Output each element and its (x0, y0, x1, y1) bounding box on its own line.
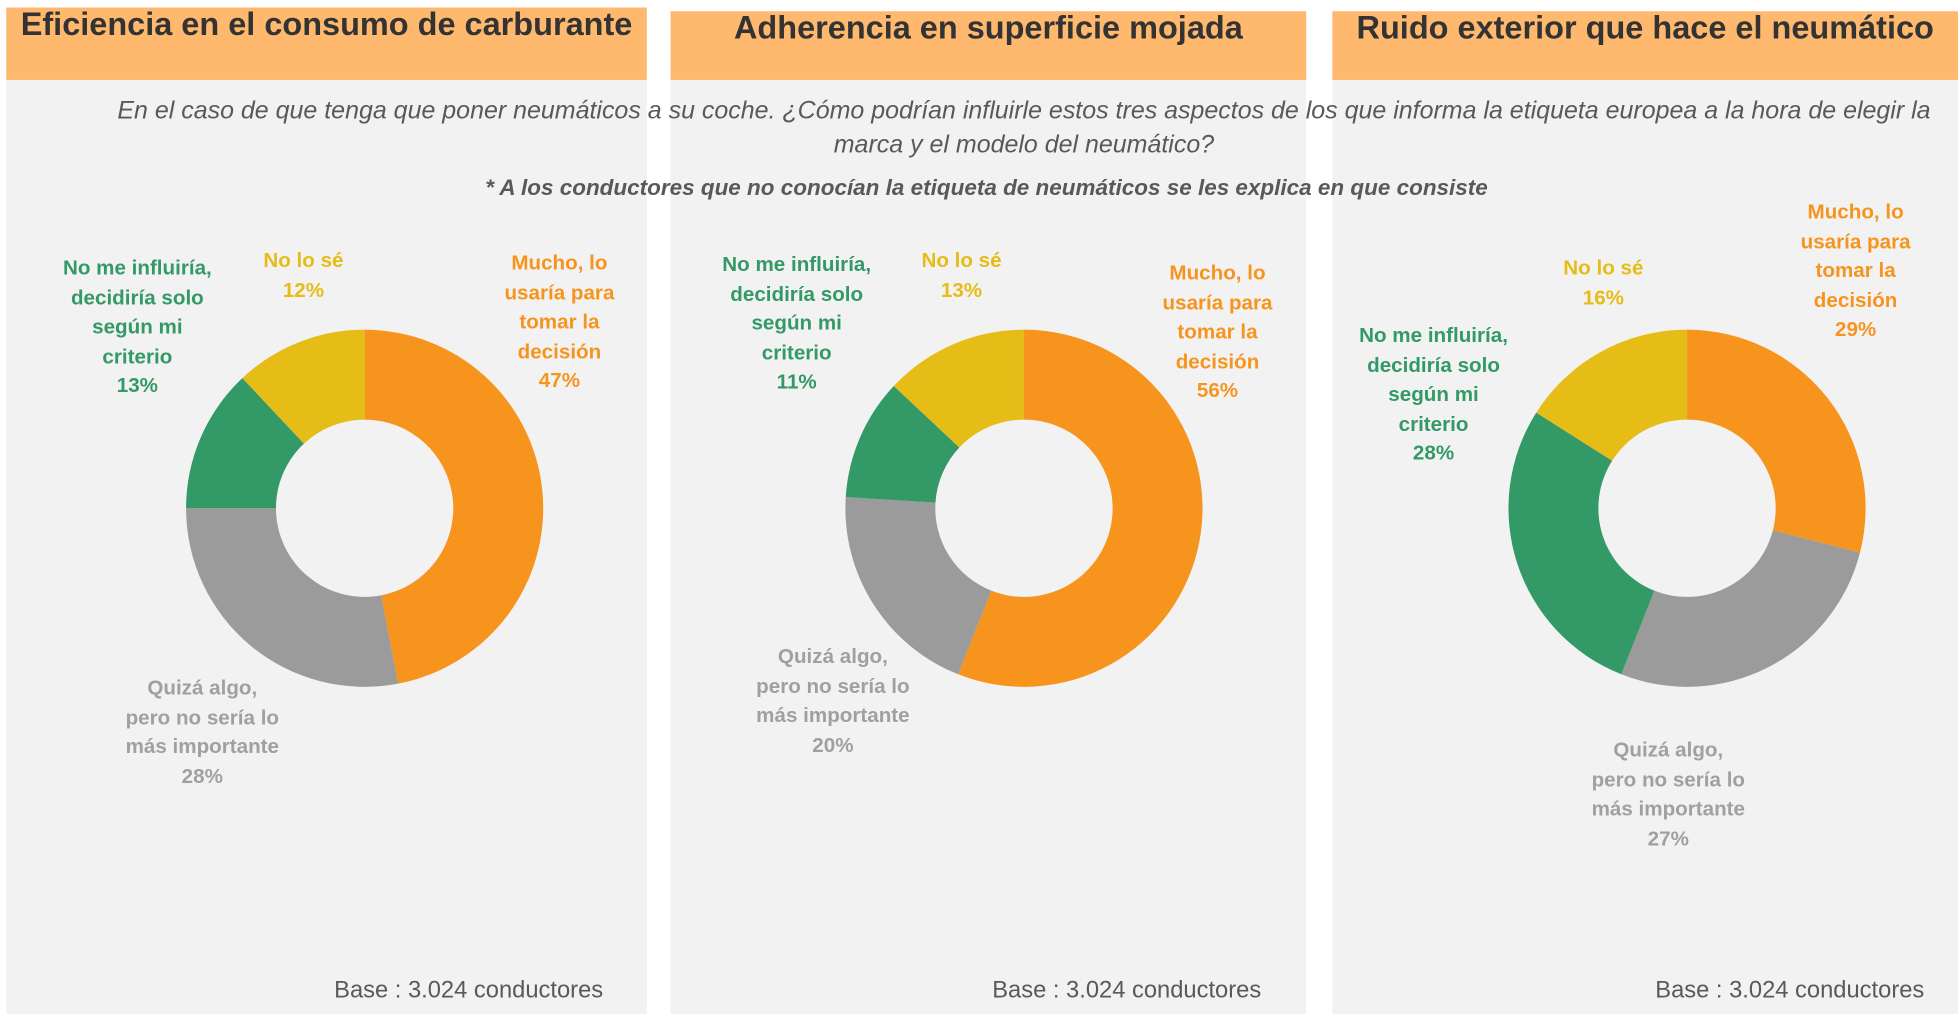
note-box: * A los conductores que no conocían la e… (485, 174, 1488, 200)
data-label-box: Quizá algo, pero no sería lo más importa… (125, 674, 280, 791)
title-box: Ruido exterior que hace el neumático (1356, 8, 1934, 47)
data-label-box: No me influiría, decidiría solo según mi… (60, 255, 215, 402)
donut-slice (845, 386, 960, 503)
value-label: 12% (282, 279, 325, 302)
footer: Base : 3.024 conductores (1655, 978, 1924, 1004)
chart-title: Ruido exterior que hace el neumático (1356, 8, 1934, 47)
data-label-box: Quizá algo, pero no sería lo más importa… (755, 643, 910, 760)
value-label: 13% (116, 374, 158, 398)
question-box: En el caso de que tenga que poner neumát… (117, 97, 1931, 159)
data-label-box: No lo sé 12% (226, 247, 381, 306)
footer: Base : 3.024 conductores (334, 978, 603, 1004)
value-label: 11% (776, 370, 817, 394)
data-label: Mucho, lo usaría para tomar la decisión 2… (1778, 199, 1933, 346)
data-label-box: Mucho, lo usaría para tomar la decisión 5… (1140, 260, 1295, 407)
category-label: No lo sé (1563, 257, 1644, 280)
data-label: Mucho, lo usaría para tomar la decisión 4… (482, 250, 637, 397)
title-box: Adherencia en superficie mojada (733, 8, 1243, 47)
value-label: 29% (1834, 318, 1877, 341)
donut-slice (186, 378, 304, 509)
donut-slice (845, 497, 992, 675)
value-label: 28% (181, 764, 223, 788)
category-label: No me influiría, decidiría solo según mi… (62, 257, 212, 368)
data-label: No me influiría, decidiría solo según mi… (60, 255, 215, 402)
data-label: Quizá algo, pero no sería lo más importa… (125, 674, 280, 791)
category-label: No me influiría, decidiría solo según mi… (722, 253, 872, 365)
value-label: 13% (940, 279, 983, 302)
data-label: Mucho, lo usaría para tomar la decisión 5… (1140, 260, 1295, 407)
data-label-box: Quizá algo, pero no sería lo más importa… (1591, 737, 1746, 854)
value-label: 27% (1647, 827, 1689, 850)
data-label: No me influiría, decidiría solo según mi… (719, 251, 874, 398)
category-label: No lo sé (263, 249, 344, 273)
note: * A los conductores que no conocían la e… (485, 174, 1488, 200)
category-label: Mucho, lo usaría para tomar la decisión (1162, 262, 1273, 373)
category-label: No me influiría, decidiría solo según mi… (1359, 324, 1508, 436)
data-label: No lo sé 12% (226, 247, 381, 306)
chart-title: Eficiencia en el consumo de carburante (20, 5, 633, 43)
title-bar (6, 7, 647, 80)
footer: Base : 3.024 conductores (992, 978, 1261, 1004)
donut-slice (1687, 329, 1866, 553)
donut-slice (242, 329, 365, 444)
category-label: No lo sé (921, 249, 1002, 273)
data-label: Quizá algo, pero no sería lo más importa… (755, 643, 910, 760)
category-label: Mucho, lo usaría para tomar la decisión (504, 252, 615, 363)
title-box: Eficiencia en el consumo de carburante (20, 5, 633, 43)
title-bar (1332, 11, 1958, 80)
donut-slice (186, 508, 399, 687)
donut-slice (1621, 530, 1860, 687)
data-label: No lo sé 16% (1526, 255, 1681, 314)
category-label: Quizá algo, pero no sería lo más importa… (1591, 739, 1746, 821)
category-label: Mucho, lo usaría para tomar la decisión (1800, 201, 1911, 312)
donut-slice (958, 329, 1203, 687)
category-label: Quizá algo, pero no sería lo más importa… (756, 645, 910, 727)
donut-slice (893, 329, 1024, 448)
data-label-box: No lo sé 13% (884, 247, 1039, 306)
donut-slice (364, 329, 544, 684)
data-label-box: No lo sé 16% (1526, 255, 1681, 314)
value-label: 16% (1582, 286, 1624, 310)
value-label: 28% (1412, 442, 1455, 465)
value-label: 47% (538, 369, 581, 393)
data-label: Quizá algo, pero no sería lo más importa… (1591, 737, 1746, 854)
title-bar (670, 11, 1307, 80)
donut-slice (1508, 412, 1655, 675)
data-label-box: No me influiría, decidiría solo según mi… (719, 251, 874, 398)
question: En el caso de que tenga que poner neumát… (117, 97, 1931, 159)
data-label: No lo sé 13% (884, 247, 1039, 306)
category-label: Quizá algo, pero no sería lo más importa… (125, 676, 280, 758)
data-label-box: Mucho, lo usaría para tomar la decisión 4… (482, 250, 637, 397)
chart-title: Adherencia en superficie mojada (733, 8, 1243, 47)
donut-slice (1536, 329, 1688, 461)
value-label: 20% (812, 733, 854, 757)
data-label-box: Mucho, lo usaría para tomar la decisión 2… (1778, 199, 1933, 346)
value-label: 56% (1196, 379, 1239, 403)
data-label: No me influiría, decidiría solo según mi… (1356, 322, 1511, 469)
data-label-box: No me influiría, decidiría solo según mi… (1356, 322, 1511, 469)
